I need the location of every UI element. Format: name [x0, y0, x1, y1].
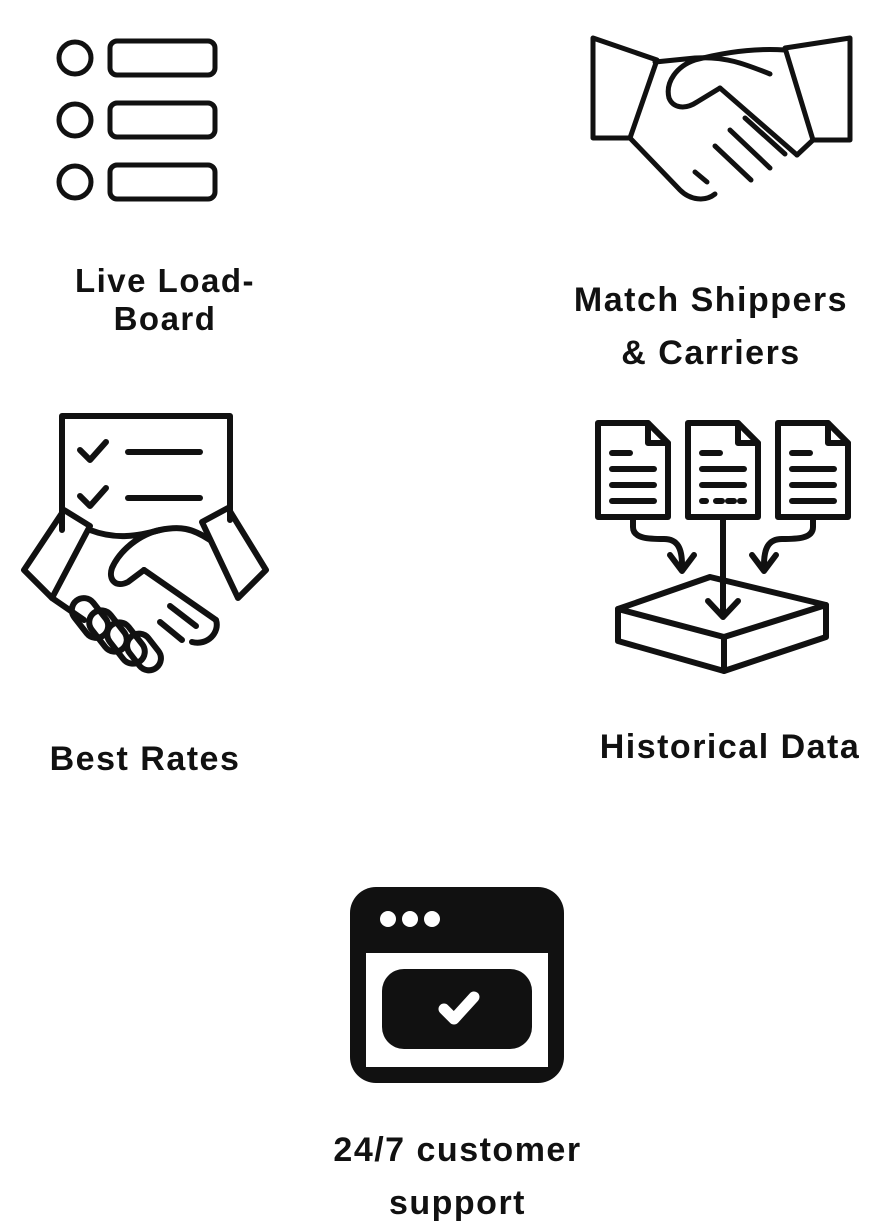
label-line: Live Load-	[74, 262, 256, 299]
label-line: Board	[113, 299, 217, 337]
label-line: & Carriers	[621, 334, 801, 372]
documents-box-icon	[595, 420, 851, 674]
handshake-icon	[590, 35, 853, 202]
list-icon	[56, 38, 218, 202]
label-line: support	[388, 1184, 527, 1222]
feature-label-historical-data: Historical Data	[585, 728, 875, 767]
label-line: Historical Data	[599, 728, 861, 766]
contract-handshake-icon	[21, 413, 269, 674]
label-line: Best Rates	[49, 740, 241, 778]
label-line: 24/7 customer	[333, 1131, 582, 1169]
feature-label-live-load-board: Live Load- Board	[40, 262, 290, 338]
browser-check-icon	[350, 887, 564, 1083]
feature-label-match-shippers: Match Shippers & Carriers	[556, 274, 866, 380]
feature-label-best-rates: Best Rates	[20, 740, 270, 779]
feature-label-customer-support: 24/7 customer support	[300, 1124, 615, 1230]
label-line: Match Shippers	[573, 281, 849, 319]
